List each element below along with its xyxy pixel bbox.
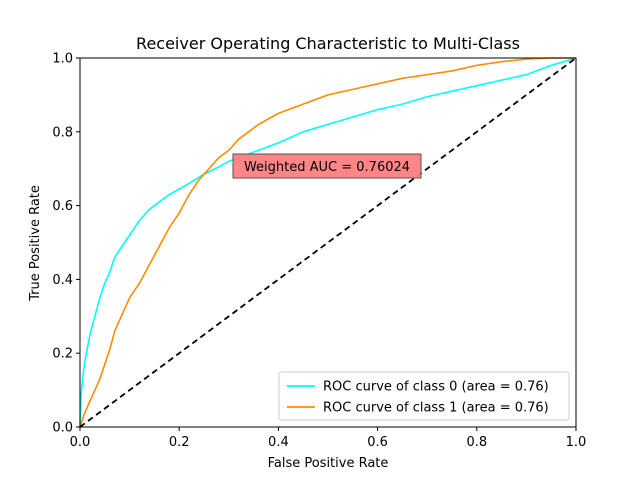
x-tick-label-2: 0.4 <box>268 435 289 450</box>
ticks-layer: 0.0 0.2 0.4 0.6 0.8 1.0 0.0 0.2 0.4 0.6 0.8 1.0 <box>52 52 586 451</box>
y-axis-label: True Positive Rate <box>28 185 43 302</box>
x-axis-label: False Positive Rate <box>268 456 389 471</box>
y-tick-label-1: 0.2 <box>52 347 73 362</box>
y-tick-label-5: 1.0 <box>52 52 73 67</box>
chart-title: Receiver Operating Characteristic to Mul… <box>136 34 520 53</box>
x-tick-label-3: 0.6 <box>367 435 388 450</box>
series-layer <box>79 57 577 428</box>
y-tick-label-3: 0.6 <box>52 199 73 214</box>
annotation-box-0 <box>232 153 422 179</box>
chance-diagonal-line <box>79 57 577 428</box>
x-tick-label-1: 0.2 <box>169 435 190 450</box>
plot-frame <box>79 57 577 428</box>
series-line-0 <box>79 57 577 428</box>
series-line-1 <box>79 57 576 428</box>
legend-label-0: ROC curve of class 0 (area = 0.76) <box>323 380 549 395</box>
y-tick-label-0: 0.0 <box>52 421 73 436</box>
x-tick-label-5: 1.0 <box>566 435 587 450</box>
legend-box <box>278 371 570 421</box>
legend-label-1: ROC curve of class 1 (area = 0.76) <box>323 401 549 416</box>
legend: ROC curve of class 0 (area = 0.76) ROC cu… <box>278 371 570 421</box>
y-tick-label-2: 0.4 <box>52 273 73 288</box>
x-tick-label-4: 0.8 <box>466 435 487 450</box>
annotation-layer: Weighted AUC = 0.76024 <box>232 153 422 179</box>
annotation-text-0: Weighted AUC = 0.76024 <box>244 160 410 175</box>
x-tick-label-0: 0.0 <box>70 435 91 450</box>
y-tick-label-4: 0.8 <box>52 125 73 140</box>
